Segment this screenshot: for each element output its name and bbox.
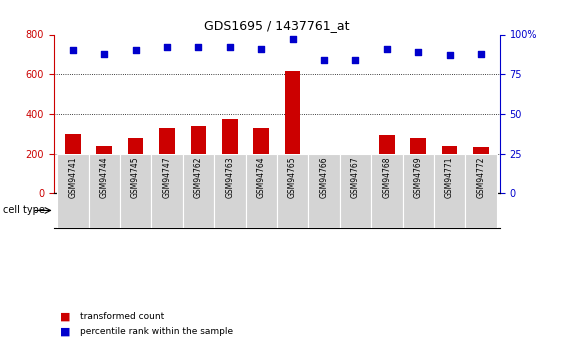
Bar bbox=[120, 154, 151, 228]
Text: memory B cells: memory B cells bbox=[401, 206, 466, 215]
Text: GSM94744: GSM94744 bbox=[100, 157, 108, 198]
Text: naive B cells: naive B cells bbox=[78, 206, 131, 215]
Bar bbox=[97, 146, 112, 193]
Bar bbox=[371, 154, 403, 228]
Bar bbox=[214, 154, 245, 228]
Point bbox=[257, 46, 266, 51]
Text: percentile rank within the sample: percentile rank within the sample bbox=[80, 327, 233, 336]
Text: GSM94768: GSM94768 bbox=[382, 157, 391, 198]
Point bbox=[194, 45, 203, 50]
Text: GSM94769: GSM94769 bbox=[414, 157, 423, 198]
Text: GSM94745: GSM94745 bbox=[131, 157, 140, 198]
Text: GSM94771: GSM94771 bbox=[445, 157, 454, 198]
Text: cell type: cell type bbox=[3, 206, 45, 215]
Bar bbox=[151, 154, 183, 228]
Point bbox=[382, 46, 391, 51]
Bar bbox=[57, 154, 89, 228]
Bar bbox=[190, 126, 206, 193]
Bar bbox=[89, 154, 120, 228]
Text: GSM94741: GSM94741 bbox=[68, 157, 77, 198]
Text: GSM94766: GSM94766 bbox=[319, 157, 328, 198]
Bar bbox=[403, 154, 434, 228]
Bar bbox=[340, 154, 371, 228]
Bar bbox=[222, 119, 237, 193]
Bar bbox=[128, 138, 144, 193]
Bar bbox=[379, 135, 395, 193]
Bar bbox=[253, 128, 269, 193]
Point bbox=[319, 57, 328, 63]
Point bbox=[477, 51, 486, 56]
Text: GSM94763: GSM94763 bbox=[225, 157, 235, 198]
Text: plasma B cells: plasma B cells bbox=[184, 206, 244, 215]
Point bbox=[351, 57, 360, 63]
Text: transformed count: transformed count bbox=[80, 312, 164, 321]
Text: GSM94762: GSM94762 bbox=[194, 157, 203, 198]
Point bbox=[414, 49, 423, 55]
Bar bbox=[65, 134, 81, 193]
Bar bbox=[473, 147, 489, 193]
Bar bbox=[434, 154, 465, 228]
Bar bbox=[285, 71, 300, 193]
Bar bbox=[245, 154, 277, 228]
Text: GSM94767: GSM94767 bbox=[351, 157, 360, 198]
Text: ■: ■ bbox=[60, 312, 70, 321]
Bar bbox=[371, 194, 496, 227]
Bar bbox=[151, 194, 277, 227]
Bar bbox=[183, 154, 214, 228]
Point bbox=[288, 37, 297, 42]
Bar bbox=[159, 128, 175, 193]
Bar bbox=[277, 154, 308, 228]
Bar bbox=[57, 194, 151, 227]
Text: GSM94747: GSM94747 bbox=[162, 157, 172, 198]
Bar bbox=[316, 167, 332, 193]
Point bbox=[445, 52, 454, 58]
Point bbox=[225, 45, 235, 50]
Text: GSM94772: GSM94772 bbox=[477, 157, 486, 198]
Text: GSM94765: GSM94765 bbox=[288, 157, 297, 198]
Bar bbox=[410, 138, 426, 193]
Point bbox=[162, 45, 172, 50]
Title: GDS1695 / 1437761_at: GDS1695 / 1437761_at bbox=[204, 19, 350, 32]
Point bbox=[99, 51, 108, 56]
Point bbox=[68, 48, 77, 53]
Text: GSM94764: GSM94764 bbox=[257, 157, 266, 198]
Bar bbox=[348, 159, 364, 193]
Bar bbox=[465, 154, 496, 228]
Bar bbox=[308, 154, 340, 228]
Bar bbox=[277, 194, 371, 227]
Point bbox=[131, 48, 140, 53]
Text: ■: ■ bbox=[60, 327, 70, 337]
Bar bbox=[442, 146, 457, 193]
Text: germinal center B
cells: germinal center B cells bbox=[286, 201, 362, 220]
